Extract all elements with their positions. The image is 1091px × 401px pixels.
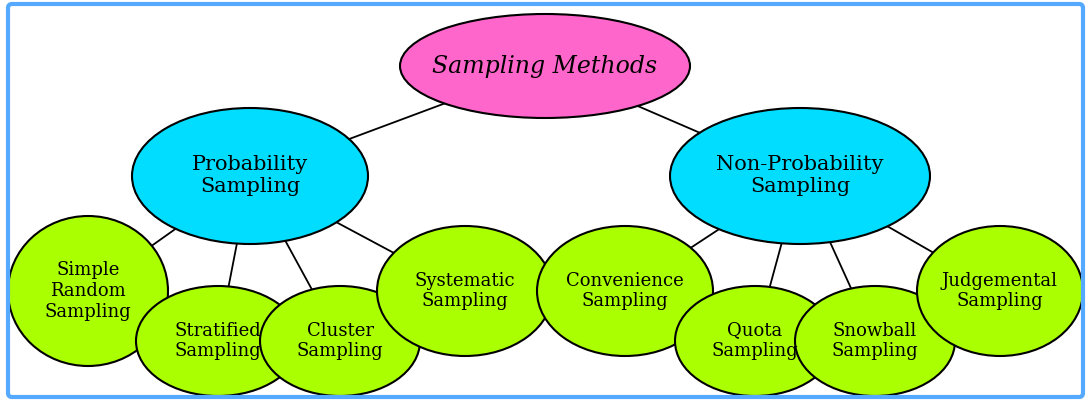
- Text: Snowball
Sampling: Snowball Sampling: [831, 322, 919, 360]
- Ellipse shape: [537, 226, 714, 356]
- Text: Sampling Methods: Sampling Methods: [432, 55, 658, 77]
- Text: Quota
Sampling: Quota Sampling: [711, 322, 799, 360]
- Text: Systematic
Sampling: Systematic Sampling: [415, 271, 515, 310]
- Text: Probability
Sampling: Probability Sampling: [192, 156, 308, 196]
- Text: Judgemental
Sampling: Judgemental Sampling: [942, 271, 1058, 310]
- Text: Non-Probability
Sampling: Non-Probability Sampling: [717, 156, 884, 196]
- Ellipse shape: [670, 108, 930, 244]
- Text: Stratified
Sampling: Stratified Sampling: [175, 322, 262, 360]
- Ellipse shape: [675, 286, 835, 396]
- Ellipse shape: [377, 226, 553, 356]
- Text: Simple
Random
Sampling: Simple Random Sampling: [45, 261, 131, 321]
- Text: Convenience
Sampling: Convenience Sampling: [566, 271, 684, 310]
- Ellipse shape: [918, 226, 1083, 356]
- Ellipse shape: [132, 108, 368, 244]
- Ellipse shape: [136, 286, 300, 396]
- Ellipse shape: [795, 286, 955, 396]
- Ellipse shape: [260, 286, 420, 396]
- Text: Cluster
Sampling: Cluster Sampling: [297, 322, 383, 360]
- Ellipse shape: [8, 216, 168, 366]
- Ellipse shape: [400, 14, 690, 118]
